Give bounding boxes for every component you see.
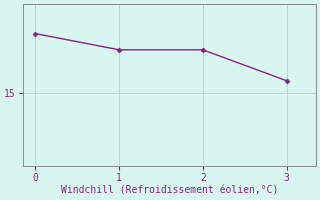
X-axis label: Windchill (Refroidissement éolien,°C): Windchill (Refroidissement éolien,°C) — [61, 186, 278, 196]
